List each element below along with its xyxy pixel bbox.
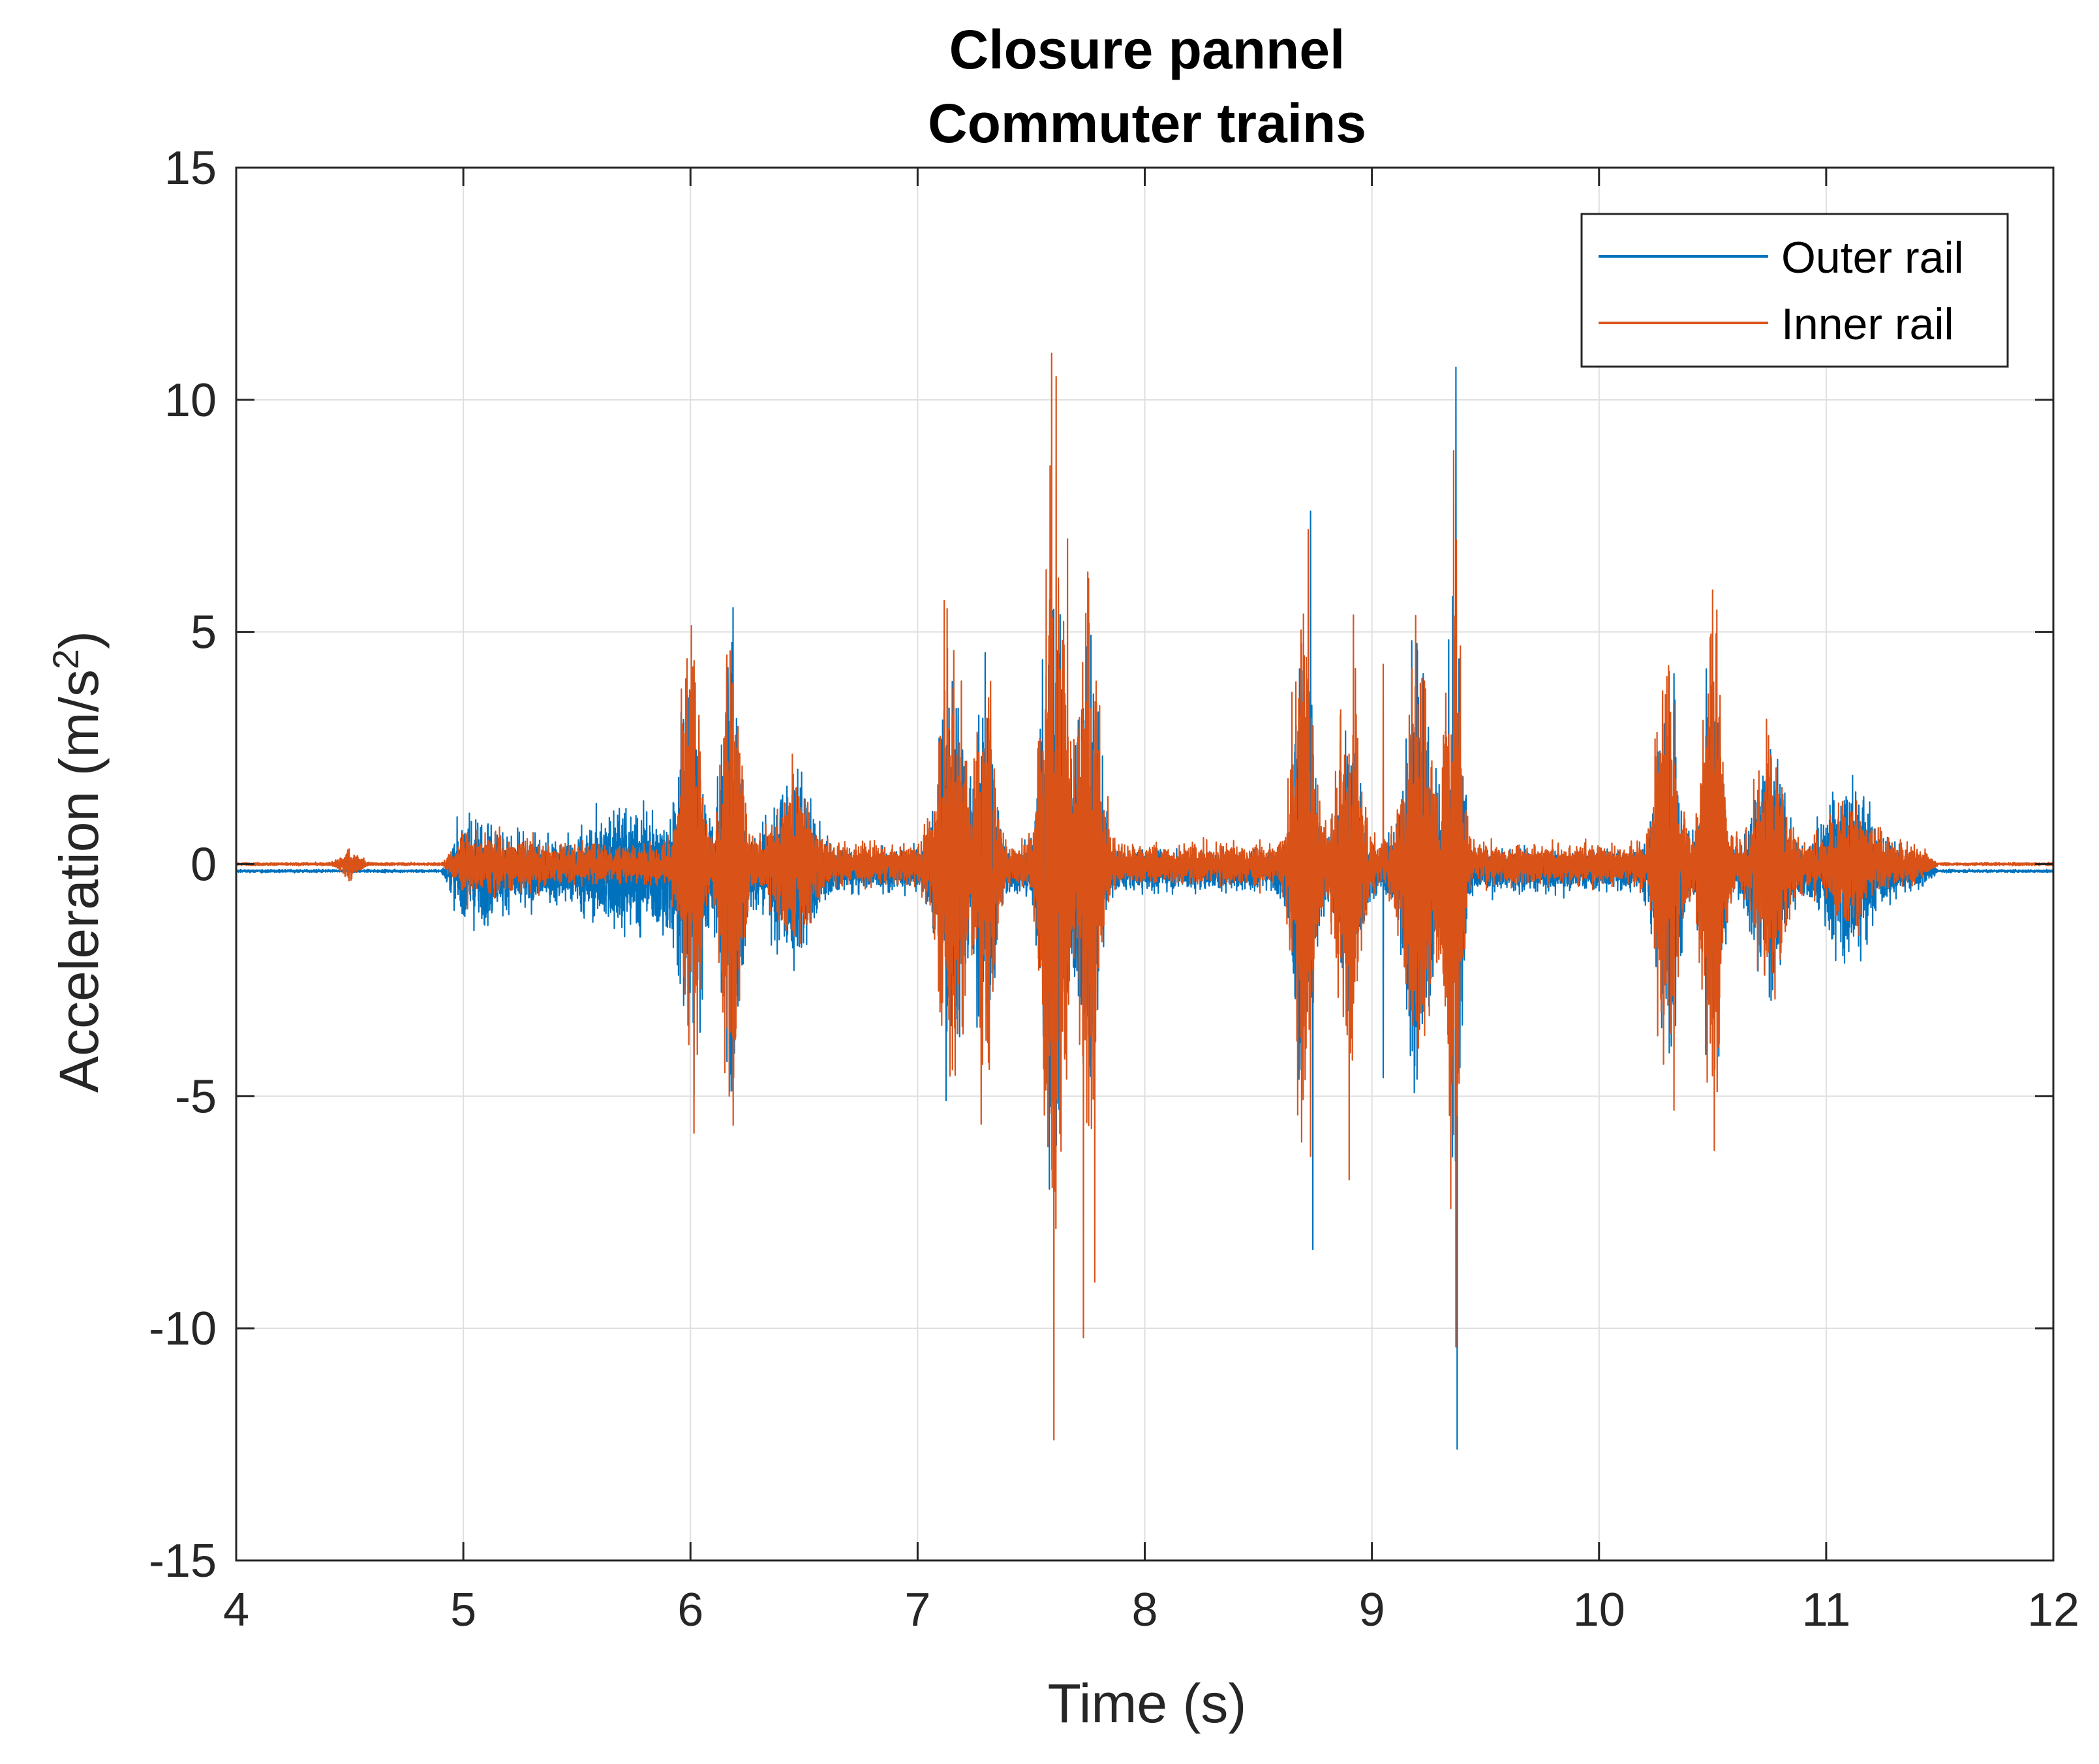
y-tick-label: -5 [175,1071,217,1123]
x-tick-label: 11 [1802,1584,1851,1636]
axes: 4 5 6 7 8 9 10 11 12 -15 -10 -5 0 5 10 15 [149,142,2079,1636]
legend-label-inner-rail: Inner rail [1781,299,1954,349]
y-tick-label: -15 [149,1535,217,1587]
x-tick-label: 5 [450,1584,476,1636]
y-tick-label: 5 [191,607,217,659]
y-axis-label-suffix: ) [48,631,110,649]
y-tick-label: 10 [164,374,217,427]
y-axis-label-exponent: 2 [45,649,86,669]
legend[interactable]: Outer rail Inner rail [1580,213,2009,368]
x-tick-label: 12 [2027,1584,2079,1636]
x-axis-label: Time (s) [1048,1673,1247,1734]
y-tick-label: 15 [164,142,217,194]
y-axis-label-main: Acceleration (m/s [48,669,110,1093]
chart-title: Closure pannel Commuter trains [928,19,1366,154]
x-tick-label: 4 [223,1584,249,1636]
legend-label-outer-rail: Outer rail [1781,233,1964,282]
plot-area: 4 5 6 7 8 9 10 11 12 -15 -10 -5 0 5 10 15 [149,142,2079,1636]
x-tick-label: 10 [1573,1584,1625,1636]
y-axis-label: Acceleration (m/s2) [45,631,110,1093]
legend-box [1580,213,2009,368]
x-tick-label: 7 [904,1584,930,1636]
chart-title-line-2: Commuter trains [928,93,1366,154]
x-tick-label: 9 [1359,1584,1385,1636]
y-tick-label: -10 [149,1303,217,1355]
x-tick-label: 8 [1131,1584,1157,1636]
x-tick-label: 6 [677,1584,703,1636]
chart-title-line-1: Closure pannel [949,19,1345,80]
y-tick-label: 0 [191,839,217,891]
series-line-inner-rail [235,352,2055,1441]
